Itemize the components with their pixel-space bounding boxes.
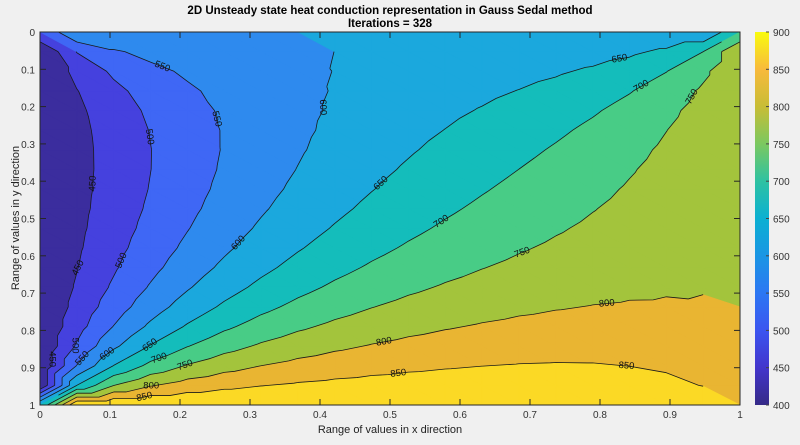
contour-line-650 xyxy=(58,32,722,396)
contour-label: 550 xyxy=(209,110,224,128)
y-tick-label: 0.3 xyxy=(21,140,35,151)
x-tick-label: 0.9 xyxy=(663,410,677,421)
axis-ticks: 0 0.1 0.2 0.3 0.4 0.5 0.6 0.7 0.8 0.9 100.10.20.30… xyxy=(21,28,743,421)
contour-line-450 xyxy=(40,41,95,390)
contour-line-700 xyxy=(47,41,722,405)
contour-line-550 xyxy=(40,32,221,398)
contour-label: 650 xyxy=(611,52,629,66)
contour-label: 500 xyxy=(143,128,156,145)
x-tick-label: 0.5 xyxy=(383,410,397,421)
colorbar-tick-label: 900 xyxy=(773,28,790,39)
colorbar xyxy=(755,32,769,405)
contour-label: 850 xyxy=(618,360,635,372)
colorbar-tick-label: 850 xyxy=(773,65,790,76)
x-tick-label: 0.3 xyxy=(243,410,257,421)
contour-band-850-900 xyxy=(69,362,740,405)
x-tick-label: 0.1 xyxy=(103,410,117,421)
contour-line-850 xyxy=(69,362,704,405)
filled-contour-bands xyxy=(40,32,740,405)
y-tick-label: 0.6 xyxy=(21,252,35,263)
contour-label: 800 xyxy=(598,297,615,309)
y-tick-label: 0.1 xyxy=(21,65,35,76)
chart-title: 2D Unsteady state heat conduction repres… xyxy=(187,5,593,17)
y-tick-label: 0 xyxy=(29,28,35,39)
contour-label: 600 xyxy=(317,99,329,115)
colorbar-ticks: 400 450 500 550 600 650 700 750 800 850 900 xyxy=(766,28,790,412)
contour-label: 800 xyxy=(375,335,393,349)
x-tick-label: 1 xyxy=(737,410,743,421)
colorbar-tick-label: 450 xyxy=(773,364,790,375)
contour-label: 450 xyxy=(47,351,58,367)
contour-line-750 xyxy=(54,41,740,405)
contour-label: 750 xyxy=(513,245,532,261)
y-tick-label: 1 xyxy=(29,401,35,412)
contour-lines xyxy=(40,32,740,405)
x-axis-label: Range of values in x direction xyxy=(318,424,462,436)
x-tick-label: 0.6 xyxy=(453,410,467,421)
contour-label: 800 xyxy=(143,381,159,392)
x-tick-label: 0.2 xyxy=(173,410,187,421)
y-tick-label: 0.4 xyxy=(21,177,35,188)
y-axis-label: Range of values in y direction xyxy=(10,146,22,290)
x-tick-label: 0.7 xyxy=(523,410,537,421)
contour-label: 850 xyxy=(135,390,153,404)
colorbar-tick-label: 800 xyxy=(773,103,790,114)
colorbar-tick-label: 650 xyxy=(773,215,790,226)
contour-line-800 xyxy=(61,294,704,405)
contour-label: 750 xyxy=(176,358,195,374)
colorbar-tick-label: 600 xyxy=(773,252,790,263)
contour-line-500 xyxy=(40,51,152,394)
contour-label: 450 xyxy=(87,175,99,191)
colorbar-tick-label: 700 xyxy=(773,177,790,188)
y-tick-label: 0.9 xyxy=(21,364,35,375)
contour-label: 850 xyxy=(390,367,407,380)
y-tick-label: 0.7 xyxy=(21,289,35,300)
y-tick-label: 0.8 xyxy=(21,326,35,337)
colorbar-tick-label: 550 xyxy=(773,289,790,300)
colorbar-tick-label: 750 xyxy=(773,140,790,151)
y-tick-label: 0.2 xyxy=(21,103,35,114)
contour-label: 700 xyxy=(150,351,169,367)
contour-line-600 xyxy=(40,51,335,402)
chart-subtitle: Iterations = 328 xyxy=(347,18,433,30)
colorbar-tick-label: 400 xyxy=(773,401,790,412)
x-tick-label: 0 xyxy=(37,410,43,421)
x-tick-label: 0.8 xyxy=(593,410,607,421)
contour-label: 500 xyxy=(69,338,80,354)
contour-label: 550 xyxy=(153,59,172,75)
x-tick-label: 0.4 xyxy=(313,410,327,421)
y-tick-label: 0.5 xyxy=(21,215,35,226)
colorbar-tick-label: 500 xyxy=(773,326,790,337)
